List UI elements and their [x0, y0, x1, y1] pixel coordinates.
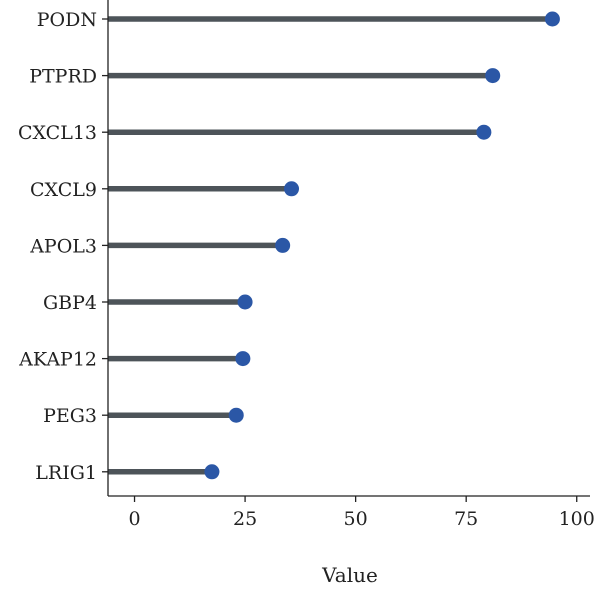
- x-tick-label: 25: [233, 508, 257, 530]
- x-tick-label: 0: [128, 508, 140, 530]
- y-tick-label: APOL3: [29, 235, 97, 257]
- y-tick-label: GBP4: [43, 292, 97, 314]
- dots-layer: [204, 11, 560, 480]
- y-tick-label: LRIG1: [35, 462, 97, 484]
- x-axis-title: Value: [321, 563, 378, 587]
- stems-layer: [108, 16, 553, 475]
- lollipop-dot: [228, 407, 244, 423]
- y-tick-label: PTPRD: [29, 66, 97, 88]
- lollipop-dot: [476, 124, 492, 140]
- lollipop-dot: [204, 464, 220, 480]
- lollipop-dot: [544, 11, 560, 27]
- y-tick-label: CXCL13: [18, 122, 97, 144]
- y-tick-label: AKAP12: [18, 349, 97, 371]
- y-tick-label: PODN: [37, 9, 97, 31]
- lollipop-dot: [485, 68, 501, 84]
- lollipop-dot: [237, 294, 253, 310]
- lollipop-dot: [284, 181, 300, 197]
- x-tick-label: 50: [344, 508, 368, 530]
- lollipop-dot: [235, 351, 251, 367]
- axes-layer: 0 25 50 75 100 PODN PTPRD CXCL13 CXCL9 APOL3 GBP4 A…: [18, 0, 595, 530]
- y-tick-label: PEG3: [43, 405, 97, 427]
- lollipop-dot: [275, 237, 291, 253]
- y-tick-label: CXCL9: [30, 179, 97, 201]
- x-tick-label: 75: [454, 508, 478, 530]
- x-tick-label: 100: [559, 508, 595, 530]
